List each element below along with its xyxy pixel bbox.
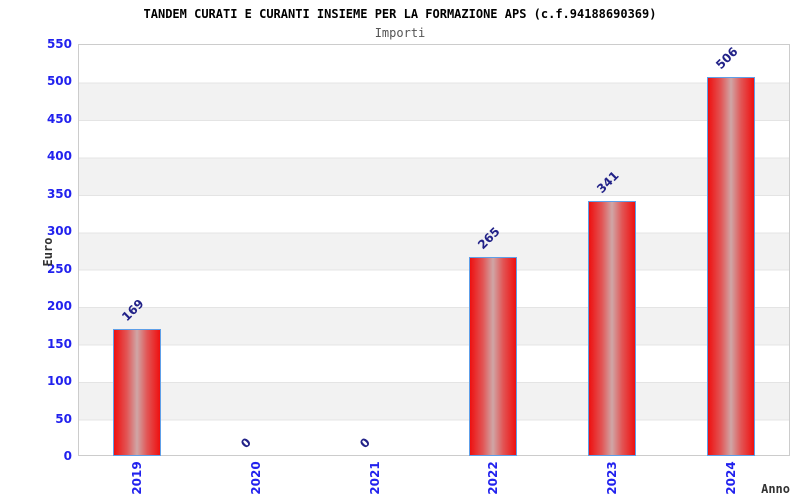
y-tick-label: 450 <box>46 111 72 126</box>
x-tick-label: 2021 <box>367 461 382 495</box>
x-tick-label: 2019 <box>130 461 145 495</box>
x-tick-label: 2022 <box>486 461 501 495</box>
x-axis-title: Anno <box>761 482 790 496</box>
chart-title: TANDEM CURATI E CURANTI INSIEME PER LA F… <box>143 7 657 21</box>
bar <box>588 200 636 456</box>
bar <box>113 329 162 456</box>
y-tick-label: 250 <box>46 261 72 276</box>
bar <box>469 257 518 456</box>
bar <box>706 76 755 456</box>
x-tick-label: 2023 <box>605 461 619 495</box>
y-tick-label: 500 <box>46 74 72 89</box>
y-tick-label: 100 <box>46 374 72 389</box>
y-tick-label: 200 <box>46 299 72 314</box>
y-tick-label: 400 <box>46 149 72 164</box>
x-tick-label: 2024 <box>723 461 738 495</box>
x-tick-label: 2020 <box>249 461 263 495</box>
y-axis-title: Euro <box>41 237 55 267</box>
y-tick-label: 150 <box>46 336 72 351</box>
y-tick-label: 300 <box>46 224 72 239</box>
plot-area <box>78 44 790 456</box>
y-tick-label: 350 <box>46 186 72 201</box>
y-tick-label: 0 <box>63 449 72 463</box>
y-tick-label: 50 <box>55 411 72 426</box>
chart-subtitle: Importi <box>374 26 426 40</box>
y-tick-label: 550 <box>46 37 72 51</box>
